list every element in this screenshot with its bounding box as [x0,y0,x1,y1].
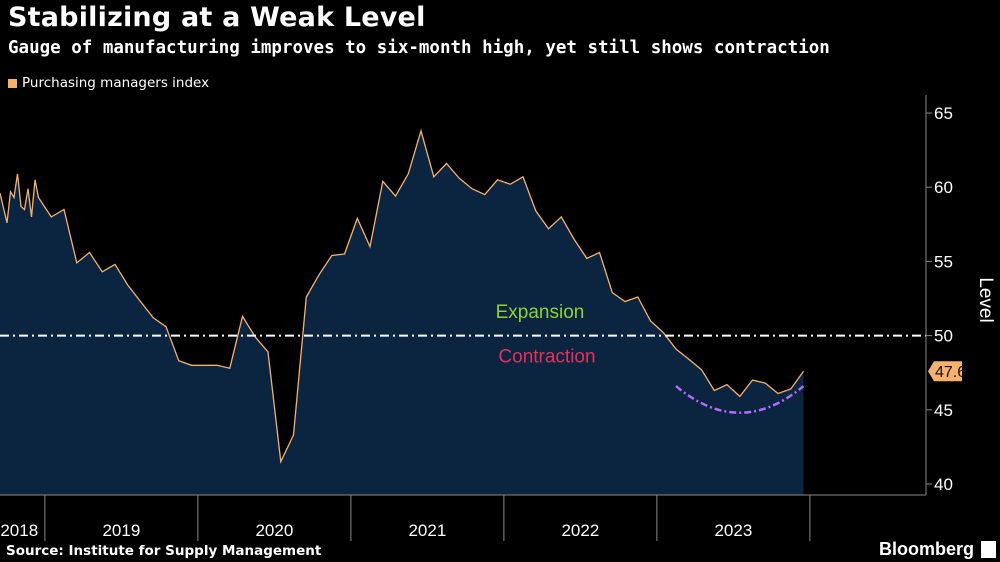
x-tick-label-2023: 2023 [714,521,752,540]
pmi-line [0,128,805,465]
x-tick-label-2022: 2022 [561,521,599,540]
y-tick-label-50: 50 [934,327,953,346]
y-tick-label-45: 45 [934,401,953,420]
last-value-callout [928,361,962,382]
source-note: Source: Institute for Supply Management [6,543,322,559]
x-tick-label-2018: 2018 [0,521,38,540]
y-axis-label: Level [975,277,996,322]
chart-subtitle: Gauge of manufacturing improves to six-m… [8,38,830,58]
legend-swatch [8,78,17,88]
trend-arc [675,385,805,414]
chart-title: Stabilizing at a Weak Level [8,2,426,33]
legend-label: Purchasing managers index [22,75,210,91]
x-tick-label-2020: 2020 [255,521,293,540]
y-tick-label-40: 40 [934,475,953,494]
x-tick-label-2019: 2019 [102,521,140,540]
y-tick-label-65: 65 [934,104,953,123]
y-tick-label-60: 60 [934,178,953,197]
y-tick-label-55: 55 [934,252,953,271]
expansion-label: Expansion [496,302,585,323]
last-value-label: 47.6 [935,364,966,381]
brand-logo: Bloomberg [878,539,974,559]
bloomberg-terminal-icon [981,541,996,558]
x-tick-label-2021: 2021 [408,521,446,540]
pmi-area [0,130,804,496]
legend: Purchasing managers index [8,75,209,91]
contraction-label: Contraction [498,346,595,367]
